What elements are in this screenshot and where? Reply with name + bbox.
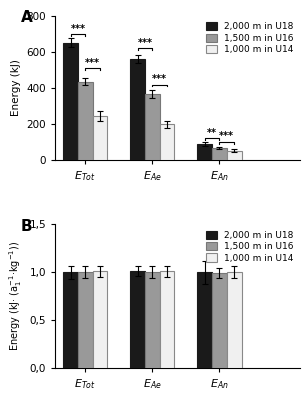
Legend: 2,000 m in U18, 1,500 m in U16, 1,000 m in U14: 2,000 m in U18, 1,500 m in U16, 1,000 m … bbox=[204, 20, 295, 56]
Bar bbox=[197, 144, 212, 160]
Text: A: A bbox=[21, 10, 32, 25]
Text: ***: *** bbox=[152, 74, 167, 84]
Y-axis label: Energy (kJ· (a$_1^{-1}$·kg$^{-1}$)): Energy (kJ· (a$_1^{-1}$·kg$^{-1}$)) bbox=[7, 241, 24, 351]
Bar bbox=[145, 272, 160, 368]
Bar bbox=[212, 148, 227, 160]
Bar bbox=[130, 271, 145, 368]
Text: ***: *** bbox=[137, 38, 152, 48]
Bar bbox=[63, 43, 78, 160]
Bar bbox=[212, 273, 227, 368]
Bar bbox=[160, 124, 174, 160]
Bar bbox=[145, 94, 160, 160]
Bar bbox=[93, 271, 107, 368]
Bar bbox=[130, 59, 145, 160]
Bar bbox=[197, 272, 212, 368]
Bar bbox=[78, 82, 93, 160]
Bar bbox=[93, 116, 107, 160]
Bar bbox=[227, 151, 241, 160]
Text: ***: *** bbox=[219, 131, 234, 141]
Legend: 2,000 m in U18, 1,500 m in U16, 1,000 m in U14: 2,000 m in U18, 1,500 m in U16, 1,000 m … bbox=[204, 229, 295, 264]
Y-axis label: Energy (kJ): Energy (kJ) bbox=[11, 59, 21, 116]
Text: ***: *** bbox=[70, 24, 85, 34]
Text: ***: *** bbox=[85, 58, 100, 68]
Text: B: B bbox=[21, 218, 32, 234]
Bar bbox=[227, 272, 241, 368]
Bar bbox=[63, 272, 78, 368]
Bar bbox=[160, 271, 174, 368]
Text: **: ** bbox=[207, 128, 217, 138]
Bar bbox=[78, 272, 93, 368]
